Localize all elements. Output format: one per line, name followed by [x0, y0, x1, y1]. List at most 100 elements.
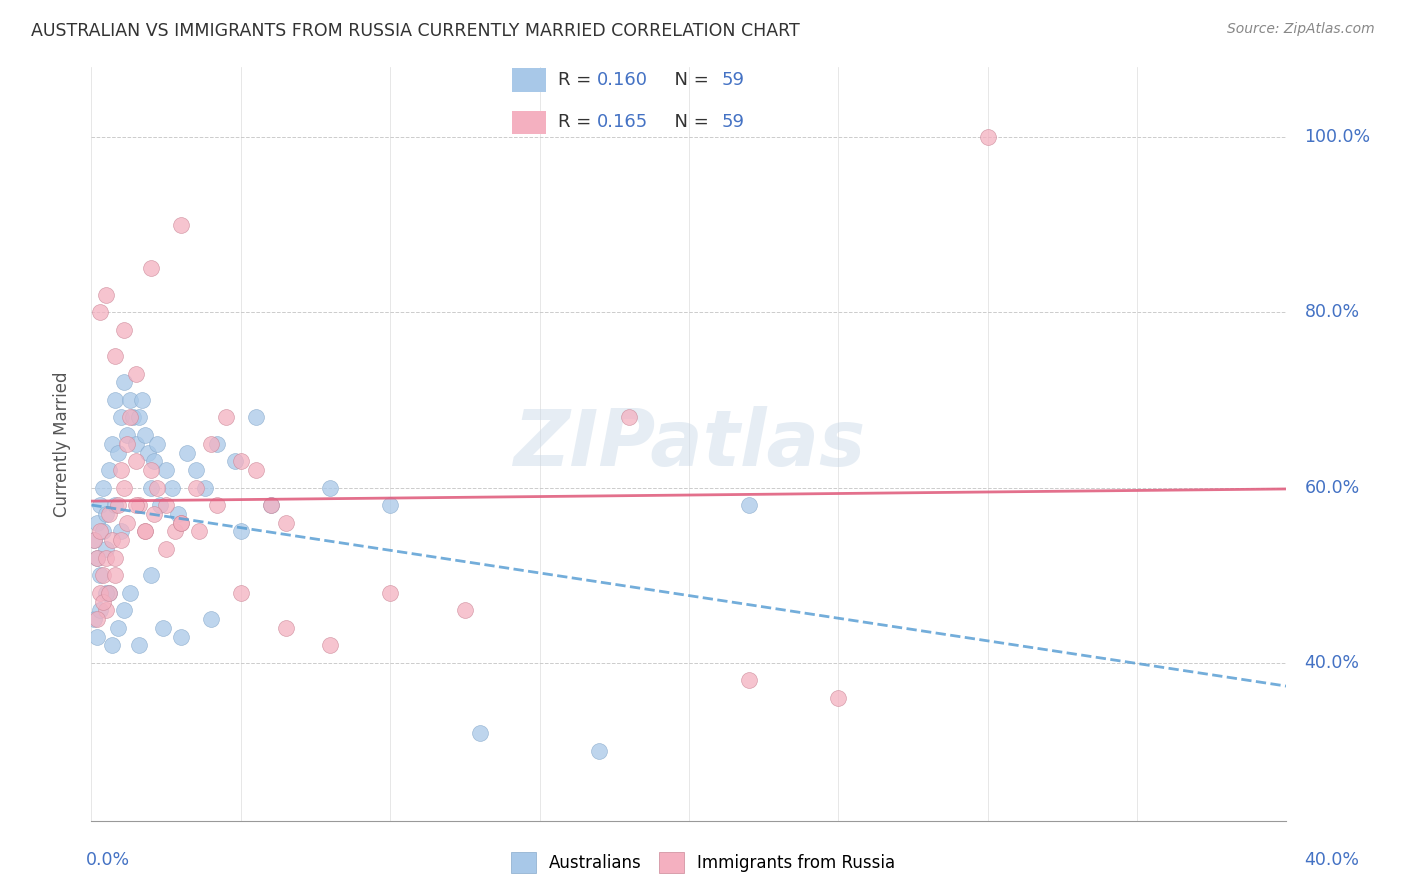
Point	[93, 481, 115, 495]
Point	[454, 603, 477, 617]
Point	[125, 437, 148, 451]
Point	[134, 428, 156, 442]
Point	[86, 516, 108, 530]
Point	[194, 481, 217, 495]
Text: 0.160: 0.160	[596, 71, 648, 89]
Point	[131, 392, 153, 407]
Point	[89, 603, 111, 617]
Point	[134, 524, 156, 539]
Point	[115, 437, 138, 451]
Point	[112, 376, 135, 390]
Point	[96, 507, 118, 521]
Point	[86, 550, 108, 565]
Point	[155, 541, 177, 556]
Point	[98, 586, 121, 600]
Point	[122, 410, 145, 425]
Point	[152, 621, 174, 635]
Point	[141, 568, 162, 582]
Point	[141, 261, 162, 276]
Text: 0.0%: 0.0%	[86, 851, 129, 869]
Point	[125, 498, 148, 512]
Point	[167, 507, 190, 521]
Point	[83, 612, 105, 626]
Text: Source: ZipAtlas.com: Source: ZipAtlas.com	[1227, 22, 1375, 37]
Point	[163, 524, 186, 539]
Point	[101, 638, 124, 652]
Point	[104, 550, 127, 565]
Point	[112, 481, 135, 495]
Text: AUSTRALIAN VS IMMIGRANTS FROM RUSSIA CURRENTLY MARRIED CORRELATION CHART: AUSTRALIAN VS IMMIGRANTS FROM RUSSIA CUR…	[31, 22, 800, 40]
Point	[104, 392, 127, 407]
Point	[96, 586, 118, 600]
Legend: Australians, Immigrants from Russia: Australians, Immigrants from Russia	[505, 846, 901, 880]
Point	[319, 638, 342, 652]
Point	[128, 638, 150, 652]
Point	[176, 445, 198, 459]
Point	[89, 586, 111, 600]
Point	[125, 454, 148, 468]
Point	[101, 437, 124, 451]
Text: ZIPatlas: ZIPatlas	[513, 406, 865, 482]
Point	[107, 445, 129, 459]
Point	[125, 367, 148, 381]
Point	[104, 568, 127, 582]
Point	[155, 498, 177, 512]
Point	[160, 481, 183, 495]
Point	[737, 498, 759, 512]
Text: N =: N =	[664, 71, 714, 89]
Point	[93, 594, 115, 608]
FancyBboxPatch shape	[512, 111, 546, 134]
Point	[104, 349, 127, 363]
Point	[215, 410, 238, 425]
Y-axis label: Currently Married: Currently Married	[52, 371, 70, 516]
Point	[86, 612, 108, 626]
Point	[96, 287, 118, 301]
Text: 59: 59	[721, 113, 745, 131]
Point	[89, 305, 111, 319]
Point	[112, 603, 135, 617]
Point	[86, 630, 108, 644]
Point	[149, 498, 172, 512]
Point	[274, 621, 297, 635]
Text: 80.0%: 80.0%	[1305, 303, 1360, 321]
Point	[170, 630, 193, 644]
Point	[98, 463, 121, 477]
Point	[115, 516, 138, 530]
Point	[93, 524, 115, 539]
Point	[146, 481, 169, 495]
Point	[205, 498, 228, 512]
Point	[378, 498, 402, 512]
Point	[110, 410, 132, 425]
Point	[146, 437, 169, 451]
Point	[110, 463, 132, 477]
Point	[188, 524, 211, 539]
Point	[89, 498, 111, 512]
Point	[141, 481, 162, 495]
Point	[96, 603, 118, 617]
Point	[224, 454, 246, 468]
Text: N =: N =	[664, 113, 714, 131]
Point	[134, 524, 156, 539]
Point	[136, 445, 159, 459]
Point	[86, 550, 108, 565]
Point	[827, 690, 849, 705]
Text: R =: R =	[558, 113, 598, 131]
Point	[184, 463, 207, 477]
Point	[120, 586, 142, 600]
Point	[259, 498, 281, 512]
Text: 100.0%: 100.0%	[1305, 128, 1371, 146]
Point	[184, 481, 207, 495]
Point	[143, 454, 166, 468]
Point	[120, 392, 142, 407]
Point	[155, 463, 177, 477]
Point	[229, 586, 252, 600]
Text: 59: 59	[721, 71, 745, 89]
Point	[468, 726, 491, 740]
Point	[200, 437, 222, 451]
Point	[107, 498, 129, 512]
Point	[737, 673, 759, 688]
Point	[170, 516, 193, 530]
Point	[83, 533, 105, 548]
Point	[110, 524, 132, 539]
Point	[141, 463, 162, 477]
